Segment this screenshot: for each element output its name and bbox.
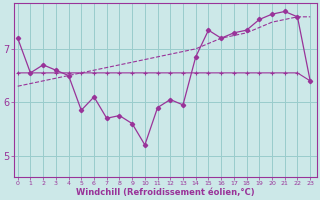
X-axis label: Windchill (Refroidissement éolien,°C): Windchill (Refroidissement éolien,°C) <box>76 188 254 197</box>
